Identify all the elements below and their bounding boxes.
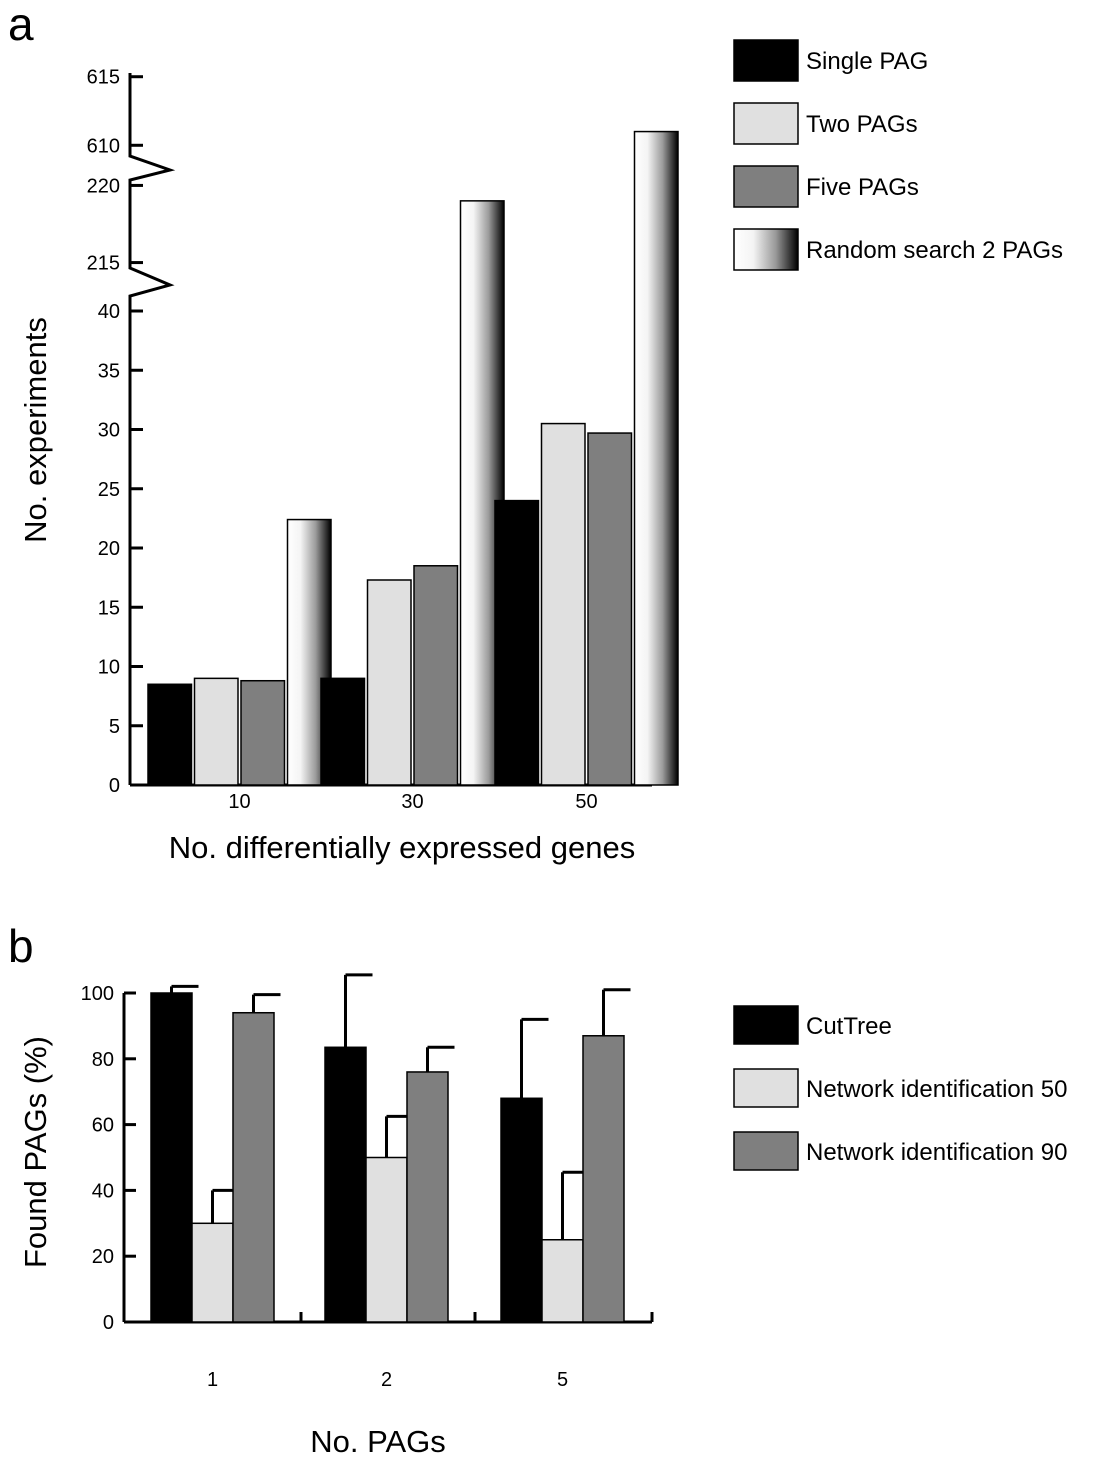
panel-a-x-tick-label: 30 [401, 791, 423, 813]
panel-a-bar-two-pags-50 [540, 422, 586, 786]
panel-b-bar-network-identification-90-5 [582, 1035, 625, 1323]
panel-b-letter: b [8, 920, 34, 972]
panel-a-y-tick-label: 5 [109, 716, 120, 738]
panel-b-bar-cuttree-2 [324, 1046, 367, 1323]
panel-a-y-tick-label: 25 [98, 479, 120, 501]
panel-a-y-tick-label: 215 [87, 253, 120, 275]
panel-b-legend-swatch-cuttree [733, 1005, 799, 1045]
panel-a-legend-swatch-five-pags [733, 165, 799, 208]
panel-b-y-tick-label: 0 [103, 1312, 114, 1334]
panel-a-y-tick-label: 220 [87, 175, 120, 197]
panel-a-legend-swatch-two-pags [733, 102, 799, 145]
panel-b-y-tick-label: 40 [92, 1180, 114, 1202]
panel-a-y-axis-title: No. experiments [18, 317, 53, 543]
panel-b-y-tick-label: 60 [92, 1115, 114, 1137]
panel-a-letter: a [8, 0, 34, 50]
panel-b-bar-network-identification-50-2 [365, 1156, 408, 1323]
panel-a-legend-label-random-search-2-pags: Random search 2 PAGs [806, 237, 1063, 264]
panel-b-legend-label-network-identification-50: Network identification 50 [806, 1076, 1067, 1103]
panel-a-bar-single-pag-30 [320, 677, 366, 786]
panel-b-x-tick-label: 1 [207, 1369, 218, 1391]
panel-b-bar-network-identification-90-2 [406, 1071, 449, 1323]
panel-b-y-tick-label: 80 [92, 1049, 114, 1071]
panel-b-bar-network-identification-50-5 [541, 1239, 584, 1323]
panel-b-legend-label-network-identification-90: Network identification 90 [806, 1139, 1067, 1166]
panel-b-bar-network-identification-90-1 [232, 1011, 275, 1323]
panel-a-y-tick-label: 0 [109, 775, 120, 797]
panel-a-bar-single-pag-10 [147, 683, 193, 786]
panel-a-bar-five-pags-30 [413, 565, 459, 786]
panel-a-y-tick-label: 40 [98, 301, 120, 323]
panel-b-x-tick-label: 5 [557, 1369, 568, 1391]
panel-b-y-tick-label: 20 [92, 1246, 114, 1268]
panel-b-y-axis-title: Found PAGs (%) [18, 1036, 53, 1268]
panel-a-legend-swatch-single-pag [733, 39, 799, 82]
panel-a-y-tick-label: 35 [98, 360, 120, 382]
panel-b-chart: 0 20 40 60 80 100 1 2 5 [81, 973, 654, 1391]
panel-b-x-axis-title: No. PAGs [310, 1424, 446, 1459]
panel-a-y-tick-label: 10 [98, 657, 120, 679]
panel-a-bar-random-search-2-pags-50 [633, 130, 679, 786]
panel-a-y-tick-label: 610 [87, 135, 120, 157]
panel-b-bar-cuttree-1 [150, 992, 193, 1323]
panel-a-chart: 0 5 10 15 20 25 30 35 40 215 220 610 615 10 30 50 [87, 67, 679, 813]
panel-a-legend-swatch-random-search-2-pags [733, 228, 799, 271]
panel-b-legend-label-cuttree: CutTree [806, 1013, 892, 1040]
panel-b-bar-network-identification-50-1 [191, 1222, 234, 1323]
panel-a-y-tick-label: 15 [98, 597, 120, 619]
panel-a-y-tick-label: 615 [87, 67, 120, 89]
panel-b-y-tick-label: 100 [81, 983, 114, 1005]
panel-a-bar-five-pags-10 [240, 679, 286, 786]
panel-b-bar-cuttree-5 [500, 1097, 543, 1323]
panel-a-x-tick-label: 50 [575, 791, 597, 813]
panel-a-legend-label-single-pag: Single PAG [806, 48, 928, 75]
panel-a-x-tick-label: 10 [228, 791, 250, 813]
panel-a-bar-single-pag-50 [494, 499, 540, 786]
panel-a-y-tick-label: 20 [98, 538, 120, 560]
panel-b-x-tick-label: 2 [381, 1369, 392, 1391]
panel-a-x-axis-title: No. differentially expressed genes [169, 830, 635, 865]
panel-a-legend-label-five-pags: Five PAGs [806, 174, 919, 201]
panel-a-legend: Single PAG Two PAGs Five PAGs Random search… [733, 39, 1063, 271]
panel-a-bar-two-pags-10 [193, 677, 239, 786]
panel-a-bar-two-pags-30 [366, 579, 412, 786]
panel-a-bar-five-pags-50 [587, 432, 633, 786]
panel-b-legend: CutTree Network identification 50 Network … [733, 1005, 1067, 1171]
panel-a-y-tick-label: 30 [98, 420, 120, 442]
panel-a-y-axis-line [128, 73, 176, 785]
panel-b-legend-swatch-network-identification-90 [733, 1131, 799, 1171]
panel-a-legend-label-two-pags: Two PAGs [806, 111, 918, 138]
panel-b-legend-swatch-network-identification-50 [733, 1068, 799, 1108]
